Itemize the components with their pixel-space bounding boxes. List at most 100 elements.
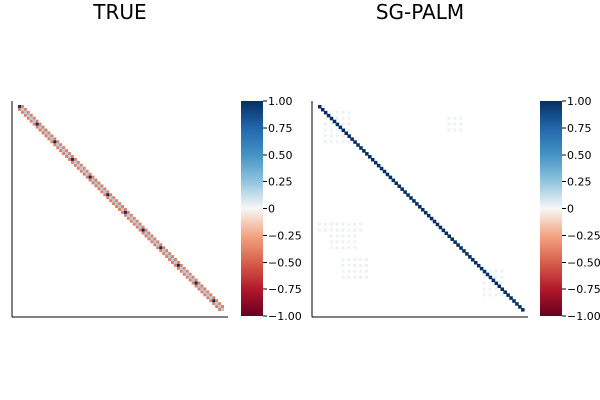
heatmap-cell [488,293,492,297]
heatmap-cell [323,128,327,132]
colorbar-tick-label: 1.00 [268,95,293,108]
heatmap-cell [70,157,74,161]
heatmap-cell [515,302,519,306]
colorbar-tick-label: 0.75 [567,122,592,135]
heatmap-cell [329,134,333,138]
panel-title-sgpalm: SG-PALM [376,0,464,24]
heatmap-cell [206,290,210,294]
heatmap-cell [118,208,121,211]
heatmap-cell [70,160,74,164]
heatmap-cell [341,128,346,133]
heatmap-cell [432,219,437,224]
heatmap-cell [173,263,177,267]
heatmap-cell [59,143,63,147]
heatmap-cell [47,131,51,135]
heatmap-cell [435,222,440,227]
heatmap-cell [215,299,219,303]
heatmap-cell [44,131,48,135]
heatmap-cell [176,263,180,267]
heatmap-cell [23,110,27,114]
heatmap-cell [512,299,516,303]
heatmap-cell [194,281,198,285]
heatmap-cell [73,157,77,161]
heatmap-cell [141,228,145,232]
heatmap-cell [29,119,33,123]
heatmap-cell [453,116,457,120]
heatmap-cell [171,258,174,261]
heatmap-cell [168,258,172,261]
heatmap-cell [200,284,204,288]
heatmap-cell [129,213,133,217]
heatmap-cell [209,299,213,303]
heatmap-cell [150,237,154,241]
colorbar-tick-label: 0.50 [268,149,293,162]
heatmap-cell [73,160,77,164]
heatmap-cell [323,134,327,138]
heatmap-cell [23,107,27,111]
heatmap-cell [418,205,422,209]
heatmap-cell [53,140,57,144]
heatmap-cell [497,284,502,289]
heatmap-cell [79,163,83,167]
heatmap-cell [85,169,89,173]
heatmap-cell [191,281,195,285]
heatmap-cell [365,269,369,273]
heatmap-cell [91,175,95,179]
heatmap-cell [179,263,183,267]
heatmap-cell [503,290,507,294]
heatmap-cell [206,296,210,300]
heatmap-cell [471,258,475,262]
colorbar-ticks-true: 1.00 0.75 0.50 0.25 0 −0.25 −0.50 −0.75 −1.00 [263,95,302,323]
heatmap-cell [359,222,363,226]
heatmap-cell [68,152,71,156]
heatmap-cell [447,128,451,132]
heatmap-cell [26,116,30,120]
heatmap-cell [359,263,363,267]
heatmap-cell [335,128,339,132]
heatmap-cell [394,181,399,186]
heatmap-cell [465,252,469,256]
heatmap-cell [500,287,504,291]
heatmap-cell [121,205,124,208]
heatmap-cell [182,272,186,276]
heatmap-cell [88,175,92,179]
heatmap-cell [365,263,369,267]
heatmap-cell [65,152,69,156]
heatmap-cell [153,237,157,241]
heatmap-cell [218,305,222,309]
colorbar-tick-label: −0.50 [268,256,302,269]
heatmap-cell [341,116,345,120]
heatmap-cell [385,172,390,177]
heatmap-cell [218,302,222,306]
heatmap-cell [488,281,492,285]
heatmap-cell [323,222,327,226]
heatmap-cell [59,146,63,150]
heatmap-cell [176,260,180,264]
heatmap-cell [412,199,416,203]
heatmap-cell [482,281,486,285]
colorbar-tick-label: −0.75 [268,283,302,296]
heatmap-cell [500,293,504,297]
heatmap-cell [441,228,446,233]
heatmap-cell [494,281,499,286]
heatmap-cell [397,184,401,188]
heatmap-cell [65,149,69,153]
heatmap-cell [156,243,160,247]
heatmap-cell [70,155,74,158]
heatmap-cell [335,110,339,114]
heatmap-cell [88,178,92,182]
heatmap-cell [156,240,160,244]
heatmap-cell [459,116,463,120]
heatmap-cell [341,122,345,126]
heatmap-cell [35,125,39,129]
heatmap-cell [359,269,363,273]
heatmap-cell [144,228,148,232]
heatmap-cell [379,166,384,171]
heatmap-cell [320,107,325,112]
heatmap-cell [347,269,351,273]
heatmap-cell [488,275,493,280]
heatmap-cell [168,255,172,259]
colorbar-tick-label: 0.25 [567,176,592,189]
heatmap-cell [221,308,224,311]
colorbar-sgpalm [540,101,562,316]
